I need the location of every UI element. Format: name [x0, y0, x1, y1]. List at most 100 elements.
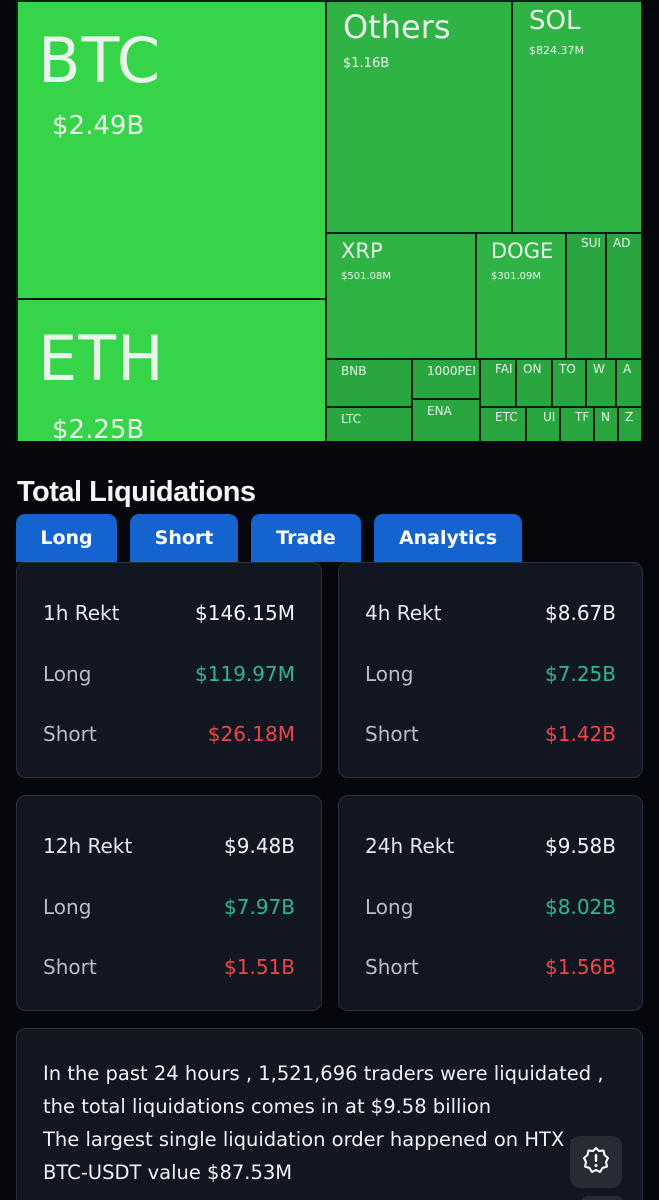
treemap-symbol: ENA: [427, 404, 452, 418]
treemap-cell-to[interactable]: TO: [551, 358, 587, 408]
long-value: $7.97B: [224, 895, 295, 919]
treemap-symbol: N: [601, 410, 610, 424]
stat-card-12h: 12h Rekt $9.48B Long $7.97B Short $1.51B: [16, 795, 322, 1011]
treemap-value: $501.08M: [341, 271, 391, 282]
treemap-cell-z[interactable]: Z: [617, 406, 641, 441]
treemap-cell-xrp[interactable]: XRP $501.08M: [325, 232, 477, 360]
short-value: $1.51B: [224, 955, 295, 979]
tab-analytics[interactable]: Analytics: [374, 514, 522, 562]
rekt-total: $9.48B: [224, 834, 295, 858]
treemap-cell-on[interactable]: ON: [515, 358, 553, 408]
treemap-cell-bnb[interactable]: BNB: [325, 358, 413, 408]
rekt-total: $8.67B: [545, 601, 616, 625]
long-label: Long: [43, 895, 92, 919]
alert-button[interactable]: [570, 1136, 622, 1188]
treemap-symbol: AD: [613, 236, 631, 250]
short-row: Short $1.42B: [365, 722, 616, 746]
treemap-symbol: BNB: [341, 364, 367, 378]
treemap-symbol: FAI: [495, 362, 513, 376]
treemap-symbol: SOL: [529, 6, 581, 36]
long-label: Long: [365, 895, 414, 919]
treemap-cell-doge[interactable]: DOGE $301.09M: [475, 232, 567, 360]
short-row: Short $26.18M: [43, 722, 295, 746]
treemap-value: $824.37M: [529, 44, 584, 57]
treemap-cell-sol[interactable]: SOL $824.37M: [511, 0, 641, 234]
treemap-cell-sui[interactable]: SUI: [565, 232, 607, 360]
treemap-symbol: BTC: [38, 24, 162, 97]
summary-line: In the past 24 hours , 1,521,696 traders…: [43, 1062, 604, 1085]
treemap-cell-a[interactable]: A: [615, 358, 641, 408]
rekt-label: 1h Rekt: [43, 601, 120, 625]
short-value: $1.42B: [545, 722, 616, 746]
treemap-cell-tr[interactable]: TF: [559, 406, 595, 441]
treemap-symbol: 1000PEI: [427, 364, 476, 378]
long-label: Long: [365, 662, 414, 686]
tab-long[interactable]: Long: [16, 514, 117, 562]
treemap-cell-etc[interactable]: ETC: [479, 406, 527, 441]
long-row: Long $7.97B: [43, 895, 295, 919]
stat-card-24h: 24h Rekt $9.58B Long $8.02B Short $1.56B: [338, 795, 643, 1011]
treemap-value: $1.16B: [343, 56, 390, 71]
page-title: Total Liquidations: [17, 476, 256, 508]
short-label: Short: [43, 955, 97, 979]
treemap-cell-ltc[interactable]: LTC: [325, 406, 413, 441]
treemap-cell-fa[interactable]: FAI: [479, 358, 517, 408]
treemap-symbol: Z: [625, 410, 634, 424]
treemap-value: $2.25B: [52, 415, 145, 441]
long-value: $7.25B: [545, 662, 616, 686]
treemap-cell-n[interactable]: N: [593, 406, 619, 441]
secondary-floating-button[interactable]: [580, 1196, 624, 1200]
summary-line: The largest single liquidation order hap…: [43, 1128, 578, 1151]
treemap-symbol: Others: [343, 8, 451, 46]
treemap-symbol: ON: [523, 362, 542, 376]
summary-line: the total liquidations comes in at $9.58…: [43, 1095, 492, 1118]
tab-short[interactable]: Short: [130, 514, 238, 562]
treemap-cell-ena[interactable]: ENA: [411, 398, 481, 441]
long-row: Long $8.02B: [365, 895, 616, 919]
alert-badge-icon: [581, 1145, 611, 1179]
rekt-label: 12h Rekt: [43, 834, 133, 858]
long-value: $8.02B: [545, 895, 616, 919]
treemap-value: $2.49B: [52, 111, 145, 141]
treemap-cell-w[interactable]: W: [585, 358, 617, 408]
stat-card-4h: 4h Rekt $8.67B Long $7.25B Short $1.42B: [338, 562, 643, 778]
treemap-symbol: XRP: [341, 239, 383, 263]
rekt-total: $146.15M: [195, 601, 295, 625]
short-label: Short: [365, 955, 419, 979]
short-row: Short $1.56B: [365, 955, 616, 979]
rekt-row: 1h Rekt $146.15M: [43, 601, 295, 625]
treemap-cell-u[interactable]: UI: [525, 406, 561, 441]
treemap-cell-others[interactable]: Others $1.16B: [325, 0, 513, 234]
treemap-cell-ada[interactable]: AD: [605, 232, 641, 360]
rekt-label: 24h Rekt: [365, 834, 455, 858]
treemap-symbol: ETH: [38, 322, 165, 395]
stat-card-1h: 1h Rekt $146.15M Long $119.97M Short $26…: [16, 562, 322, 778]
rekt-row: 24h Rekt $9.58B: [365, 834, 616, 858]
short-value: $26.18M: [207, 722, 295, 746]
long-row: Long $119.97M: [43, 662, 295, 686]
tab-trade[interactable]: Trade: [251, 514, 361, 562]
long-row: Long $7.25B: [365, 662, 616, 686]
treemap-symbol: TF: [575, 410, 590, 424]
liquidation-treemap: BTC $2.49B ETH $2.25B Others $1.16B SOL …: [16, 0, 641, 441]
rekt-label: 4h Rekt: [365, 601, 442, 625]
rekt-total: $9.58B: [545, 834, 616, 858]
treemap-symbol: ETC: [495, 410, 518, 424]
treemap-symbol: W: [593, 362, 605, 376]
short-row: Short $1.51B: [43, 955, 295, 979]
long-value: $119.97M: [195, 662, 295, 686]
treemap-symbol: A: [623, 362, 632, 376]
treemap-symbol: LTC: [341, 412, 362, 426]
treemap-symbol: DOGE: [491, 239, 554, 263]
short-label: Short: [43, 722, 97, 746]
treemap-cell-btc[interactable]: BTC $2.49B: [16, 0, 327, 300]
short-label: Short: [365, 722, 419, 746]
short-value: $1.56B: [545, 955, 616, 979]
treemap-symbol: SUI: [581, 236, 601, 250]
liquidation-summary: In the past 24 hours , 1,521,696 traders…: [16, 1028, 643, 1200]
long-label: Long: [43, 662, 92, 686]
treemap-cell-eth[interactable]: ETH $2.25B: [16, 298, 327, 441]
rekt-row: 4h Rekt $8.67B: [365, 601, 616, 625]
treemap-value: $301.09M: [491, 271, 541, 282]
treemap-symbol: UI: [543, 410, 556, 424]
